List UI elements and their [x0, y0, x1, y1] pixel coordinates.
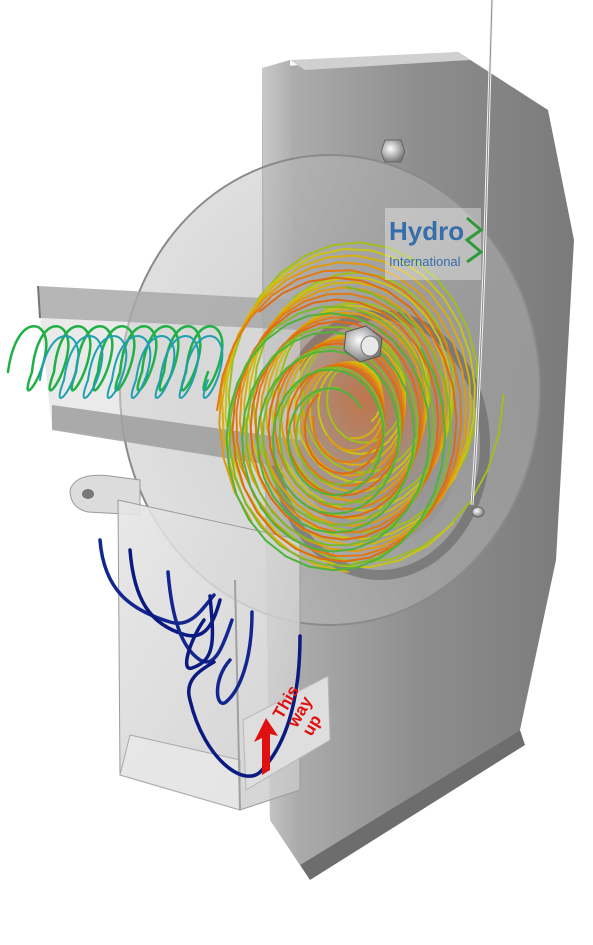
- flow-streamlines: [6, 241, 505, 778]
- outlet-hook-streamline: [215, 610, 254, 706]
- inlet-helix-streamline: [6, 325, 224, 392]
- top-bolt-icon: [379, 139, 407, 163]
- vortex-spiral-streamline: [218, 261, 468, 553]
- logo-name: Hydro: [389, 216, 464, 246]
- up-arrow-icon: [254, 718, 278, 775]
- outlet-hook-streamline: [184, 594, 215, 670]
- inlet-helix-streamline: [39, 335, 224, 399]
- vortex-spiral-streamline: [225, 312, 447, 572]
- outlet-hook-streamline: [186, 634, 302, 778]
- wave-logo-icon: [464, 216, 484, 264]
- outlet-hook-streamline: [98, 538, 216, 626]
- logo-subtitle: International: [389, 254, 461, 269]
- vortex-spiral-streamline: [231, 276, 458, 563]
- bolt-icon: [343, 325, 383, 363]
- hydro-international-logo: Hydro International: [385, 208, 484, 280]
- rivet-icon: [471, 506, 485, 518]
- outlet-hook-streamline: [166, 570, 234, 664]
